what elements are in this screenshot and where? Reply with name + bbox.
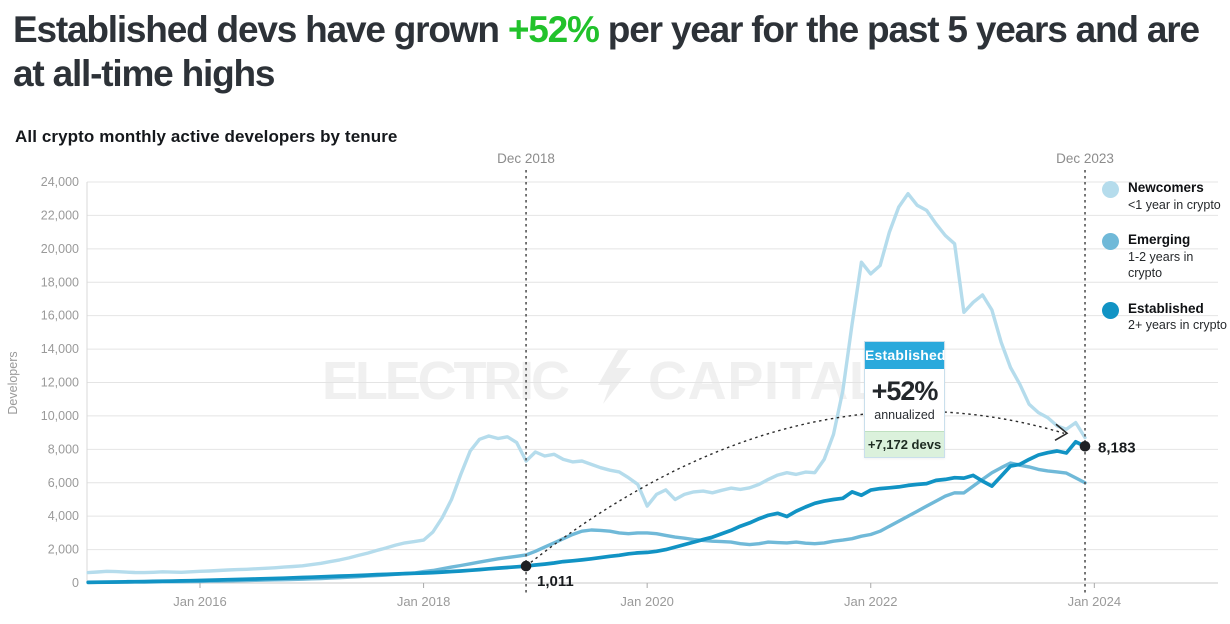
grid-layer: 0 2,000 4,000 6,000 8,000 10,000 12,000 14,000 1… (41, 175, 1218, 609)
newcomers-swatch-icon (1102, 181, 1119, 198)
growth-arc-arrowhead-icon (1054, 423, 1069, 441)
emerging-swatch-icon (1102, 233, 1119, 251)
series-layer (86, 191, 1087, 585)
y-tick-label: 20,000 (41, 242, 79, 256)
marker-date-label: Dec 2018 (497, 151, 555, 166)
marker-dot (520, 560, 532, 572)
y-tick-label: 2,000 (48, 543, 79, 557)
lightning-bolt-icon (598, 350, 631, 404)
page-title: Established devs have grown +52% per yea… (13, 8, 1218, 95)
legend-sublabel: 1-2 years in crypto (1128, 250, 1194, 281)
y-tick-label: 22,000 (41, 208, 79, 222)
legend: Newcomers <1 year in crypto Emerging 1-2… (1102, 180, 1228, 353)
title-text-pre: Established devs have grown (13, 9, 508, 50)
y-tick-label: 0 (72, 576, 79, 590)
watermark-text-left: ELECTRIC (322, 351, 570, 411)
title-text-post: per year for the past 5 years and are at… (13, 9, 1200, 94)
legend-label: Newcomers (1128, 180, 1204, 195)
y-tick-label: 10,000 (41, 409, 79, 423)
x-tick-label: Jan 2020 (620, 594, 674, 609)
callout-value: +52% (871, 376, 939, 406)
x-tick-label: Jan 2016 (173, 594, 227, 609)
marker-dot (1079, 440, 1091, 452)
legend-label: Emerging (1128, 232, 1191, 248)
x-tick-label: Jan 2018 (397, 594, 451, 609)
y-tick-label: 14,000 (41, 342, 79, 356)
marker-value-label: 8,183 (1098, 439, 1136, 456)
marker-date-label: Dec 2023 (1056, 151, 1114, 166)
legend-item-newcomers: Newcomers <1 year in crypto (1102, 180, 1228, 213)
legend-label: Established (1128, 300, 1204, 316)
y-tick-label: 6,000 (48, 476, 79, 490)
callout-footer: +7,172 devs (865, 431, 944, 457)
legend-sublabel: 2+ years in crypto (1128, 318, 1228, 333)
y-tick-label: 4,000 (48, 509, 79, 523)
y-tick-label: 8,000 (48, 442, 79, 456)
callout-header: Established (865, 342, 946, 369)
y-tick-label: 12,000 (41, 376, 79, 390)
marker-value-label: 1,011 (537, 573, 574, 590)
y-tick-label: 24,000 (41, 175, 79, 189)
growth-arc (525, 410, 1065, 567)
callout-caption: annualized (874, 408, 935, 422)
legend-item-established: Established 2+ years in crypto (1102, 301, 1228, 334)
established-swatch-icon (1102, 301, 1119, 319)
y-tick-label: 18,000 (41, 275, 79, 289)
x-tick-label: Jan 2022 (844, 594, 898, 609)
growth-callout: Established +52% annualized +7,172 devs (864, 341, 946, 458)
legend-item-emerging: Emerging 1-2 years in crypto (1102, 232, 1228, 281)
title-highlight: +52% (507, 9, 600, 50)
annotation-layer: Dec 2018 Dec 2023 1,011 8,183 (497, 151, 1136, 595)
y-axis-title: Developers (6, 351, 20, 414)
legend-sublabel: <1 year in crypto (1128, 197, 1221, 212)
y-tick-label: 16,000 (41, 309, 79, 323)
watermark: ELECTRIC CAPITAL (322, 350, 882, 411)
chart-subtitle: All crypto monthly active developers by … (15, 127, 398, 146)
series-line-established (86, 439, 1087, 585)
x-tick-label: Jan 2024 (1068, 594, 1122, 609)
series-line-newcomers (86, 191, 1087, 575)
